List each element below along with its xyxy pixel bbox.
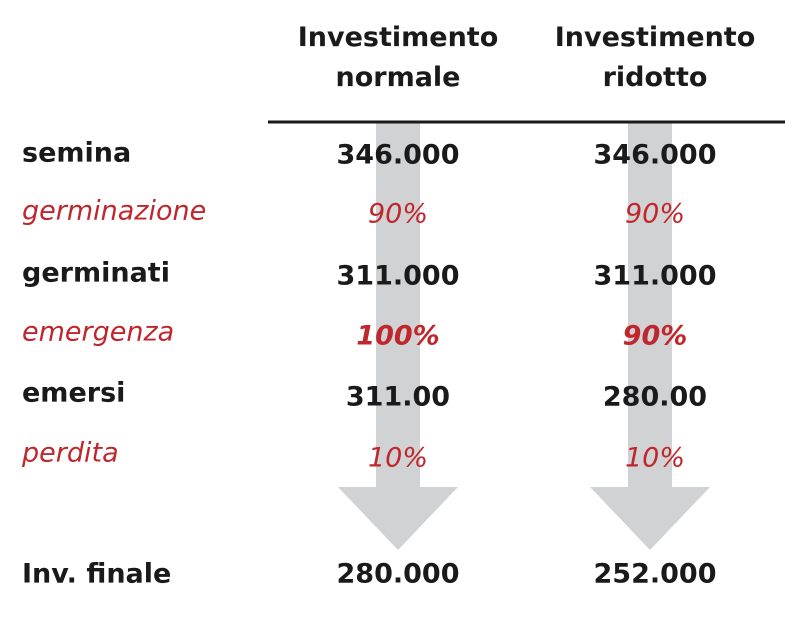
cell: 311.000 <box>336 260 460 292</box>
cell: 346.000 <box>593 139 717 171</box>
column-header: Investimento ridotto <box>554 22 756 93</box>
cell: 280.00 <box>602 381 708 413</box>
cell: 280.000 <box>336 558 460 590</box>
arrow <box>338 122 458 550</box>
cell: 10% <box>624 442 685 474</box>
cell: 311.00 <box>345 381 451 413</box>
row-label: Inv. finale <box>22 558 172 590</box>
cell: 90% <box>624 198 685 230</box>
cell: 252.000 <box>593 558 717 590</box>
row-label: emergenza <box>22 316 175 348</box>
cell: 100% <box>356 320 440 352</box>
row-label: germinati <box>22 257 170 289</box>
row-label: germinazione <box>22 195 207 227</box>
cell: 90% <box>367 198 428 230</box>
cell: 346.000 <box>336 139 460 171</box>
column-header: Investimento normale <box>297 22 499 93</box>
row-label: perdita <box>22 437 119 469</box>
cell: 311.000 <box>593 260 717 292</box>
row-label: emersi <box>22 377 126 409</box>
arrow <box>590 122 710 550</box>
row-label: semina <box>22 137 132 169</box>
cell: 10% <box>367 442 428 474</box>
cell: 90% <box>622 320 688 352</box>
